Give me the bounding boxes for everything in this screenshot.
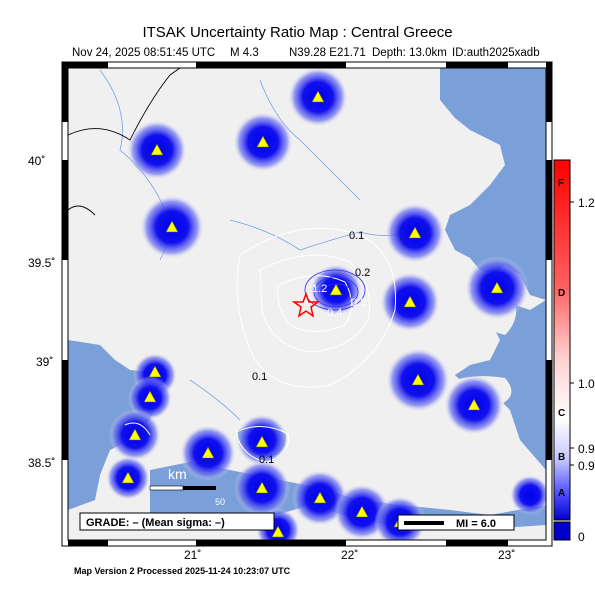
colorbar-value: 1.2: [578, 196, 595, 210]
scale-bar: km 50: [149, 466, 225, 507]
contour-label: 0.1: [252, 371, 267, 383]
event-magnitude: M 4.3: [230, 47, 259, 59]
mi-legend: MI = 6.0: [397, 514, 515, 531]
contour-label: 0.1: [259, 454, 274, 466]
map-frame: [61, 61, 553, 547]
footer-text: Map Version 2 Processed 2025-11-24 10:23…: [74, 566, 291, 576]
aegean-sea-north: [440, 68, 546, 300]
lat-label: 39˚: [36, 355, 54, 369]
colorbar-value: 0.9: [578, 459, 595, 473]
lat-label: 38.5˚: [28, 456, 56, 470]
contour-lines: [124, 227, 397, 463]
colorbar-letter: A: [558, 488, 566, 499]
contour-label: 0.3: [351, 297, 366, 309]
scale-bar-value: 50: [215, 497, 225, 507]
lon-label: 21˚: [184, 548, 202, 562]
colorbar: [553, 159, 574, 541]
river: [259, 79, 361, 201]
contour-label: 0.4: [327, 307, 342, 319]
colorbar-value: 0: [578, 530, 585, 544]
colorbar-letter: F: [558, 178, 565, 189]
lat-label: 40˚: [28, 154, 46, 168]
river: [189, 379, 241, 421]
map-title: ITSAK Uncertainty Ratio Map : Central Gr…: [142, 24, 453, 41]
border-line: [68, 205, 96, 216]
event-id: ID:auth2025xadb: [452, 47, 540, 59]
grade-box: GRADE: – (Mean sigma: –): [79, 512, 275, 531]
grade-text: GRADE: – (Mean sigma: –): [86, 517, 225, 529]
lon-label: 23˚: [498, 548, 516, 562]
colorbar-value: 0.9: [578, 442, 595, 456]
contour-label: 0.2: [355, 267, 370, 279]
station-markers: [121, 90, 504, 538]
colorbar-letter: C: [558, 408, 566, 419]
colorbar-letter: D: [558, 288, 566, 299]
event-date: Nov 24, 2025 08:51:45 UTC: [72, 47, 216, 59]
colorbar-value: 1.0: [578, 377, 595, 391]
scale-bar-unit: km: [168, 466, 187, 482]
epicenter-star: [291, 291, 321, 318]
event-location: N39.28 E21.71: [289, 47, 366, 59]
colorbar-letter: B: [558, 452, 566, 463]
lon-label: 22˚: [341, 548, 359, 562]
lat-label: 39.5˚: [28, 256, 56, 270]
contour-label: 1.2: [312, 283, 327, 295]
inner-contours: [304, 269, 366, 311]
event-depth: Depth: 13.0km: [372, 47, 447, 59]
mi-text: MI = 6.0: [456, 518, 496, 530]
contour-label: 0.1: [349, 230, 364, 242]
